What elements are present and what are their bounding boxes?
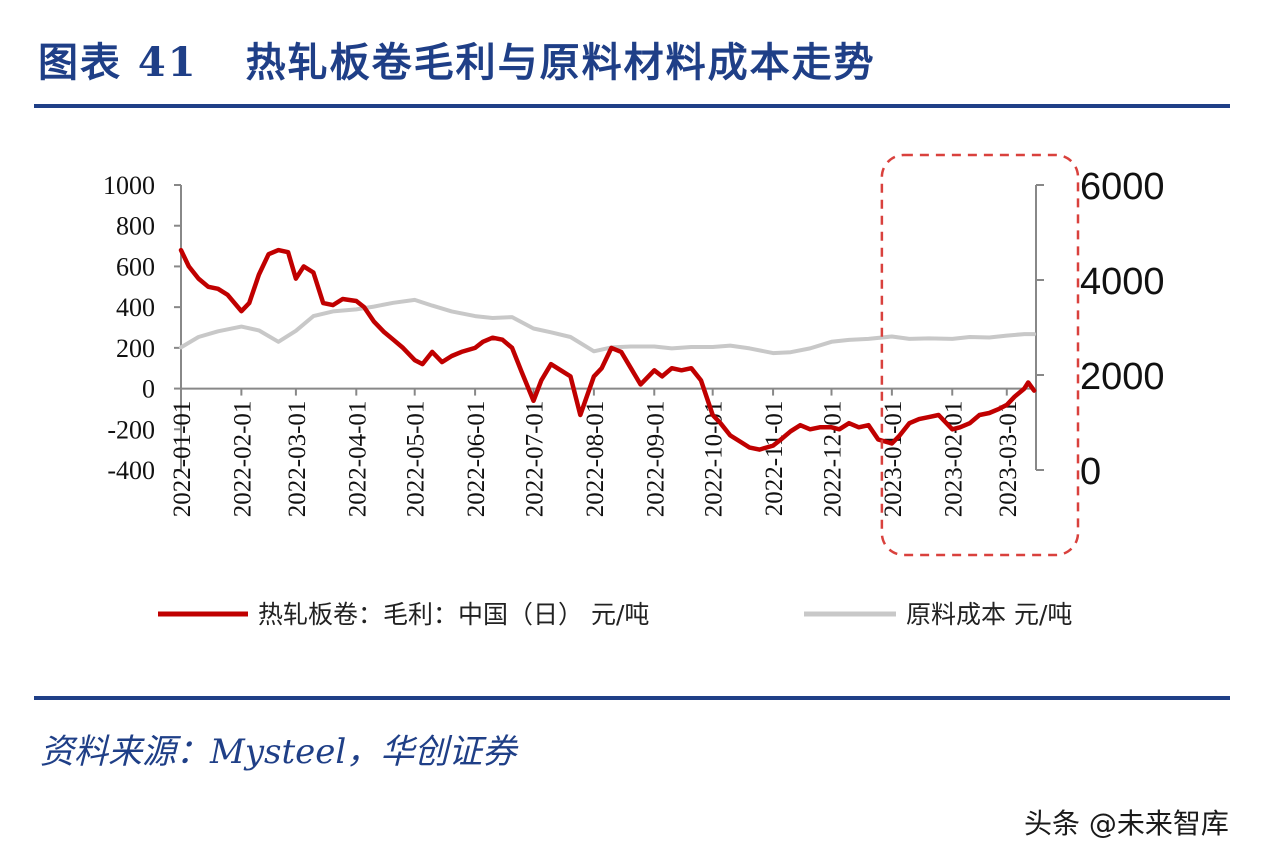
chart-title: 热轧板卷毛利与原料材料成本走势 bbox=[245, 39, 876, 86]
y-left-tick-label: 400 bbox=[116, 293, 155, 322]
figure-label: 图表 41 bbox=[38, 39, 198, 86]
x-tick-label: 2022-11-01 bbox=[761, 401, 788, 517]
y-left-tick-label: 0 bbox=[142, 375, 155, 404]
chart: 10008006004002000-200-400600040002000020… bbox=[103, 153, 1165, 629]
legend: 热轧板卷：毛利：中国（日） 元/吨 原料成本 元/吨 bbox=[158, 600, 1072, 629]
series-line-cost bbox=[179, 297, 1037, 356]
y-left-tick-label: 200 bbox=[116, 334, 155, 363]
series-line-margin bbox=[178, 247, 1037, 452]
x-tick-label: 2022-01-01 bbox=[169, 401, 196, 518]
source-note: 资料来源：Mysteel，华创证券 bbox=[40, 732, 517, 772]
x-tick-label: 2022-07-01 bbox=[522, 401, 549, 518]
x-tick-label: 2022-03-01 bbox=[284, 401, 311, 518]
x-tick-label: 2022-02-01 bbox=[229, 401, 256, 518]
watermark: 头条 @未来智库 bbox=[1024, 807, 1229, 840]
x-tick-label: 2023-01-01 bbox=[880, 401, 907, 518]
figure-title: 图表 41 热轧板卷毛利与原料材料成本走势 bbox=[38, 30, 876, 88]
legend-label-cost: 原料成本 元/吨 bbox=[906, 600, 1072, 629]
x-tick-label: 2022-12-01 bbox=[820, 401, 847, 518]
x-tick-label: 2023-03-01 bbox=[995, 401, 1022, 518]
bottom-divider bbox=[34, 696, 1230, 700]
top-divider bbox=[34, 104, 1230, 108]
y-left-tick-label: 1000 bbox=[103, 171, 155, 200]
y-right-tick-label: 6000 bbox=[1080, 166, 1165, 208]
y-left-tick-label: 800 bbox=[116, 212, 155, 241]
y-left-tick-label: -200 bbox=[107, 415, 155, 444]
y-left-tick-label: 600 bbox=[116, 252, 155, 281]
highlight-layer bbox=[880, 153, 1080, 557]
x-tick-label: 2022-05-01 bbox=[403, 401, 430, 518]
x-tick-label: 2022-04-01 bbox=[344, 401, 371, 518]
y-left-tick-label: -400 bbox=[107, 456, 155, 485]
x-tick-label: 2022-10-01 bbox=[701, 401, 728, 518]
axes: 10008006004002000-200-400600040002000020… bbox=[103, 166, 1165, 517]
legend-label-margin: 热轧板卷：毛利：中国（日） 元/吨 bbox=[258, 600, 649, 629]
x-tick-label: 2022-08-01 bbox=[582, 401, 609, 518]
series-layer bbox=[178, 247, 1037, 452]
y-right-tick-label: 4000 bbox=[1080, 261, 1165, 303]
y-right-tick-label: 0 bbox=[1080, 451, 1101, 493]
x-tick-label: 2022-09-01 bbox=[642, 401, 669, 518]
highlight-box bbox=[880, 153, 1080, 557]
x-tick-label: 2022-06-01 bbox=[463, 401, 490, 518]
y-right-tick-label: 2000 bbox=[1080, 356, 1165, 398]
